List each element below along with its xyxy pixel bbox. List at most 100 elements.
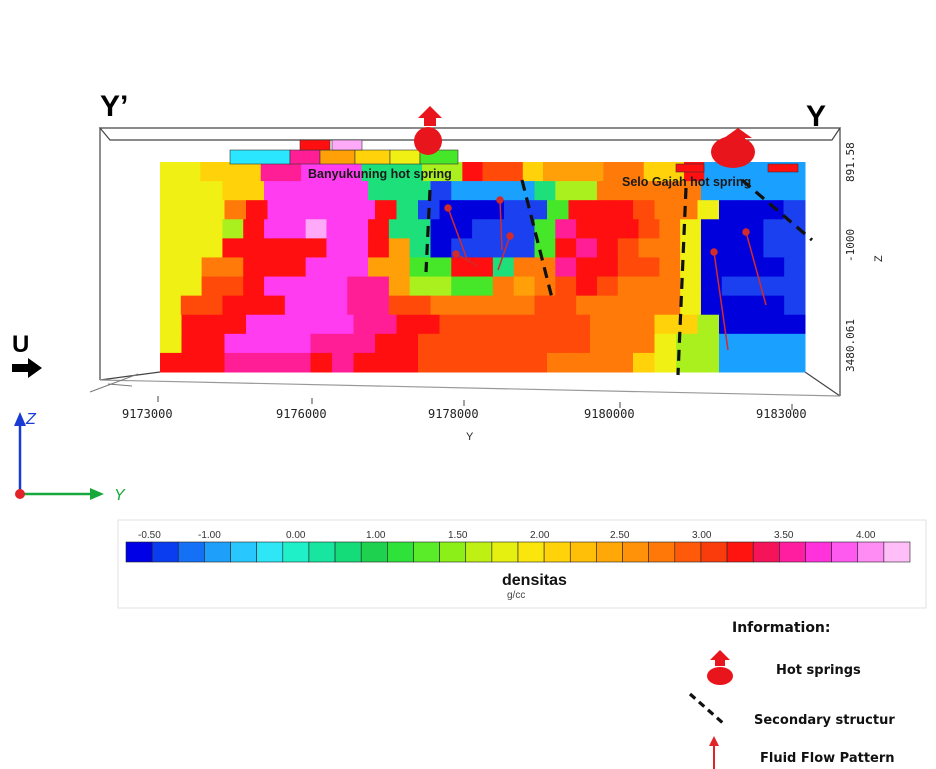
density-cell bbox=[742, 276, 764, 297]
density-cell bbox=[264, 276, 286, 297]
density-cell bbox=[611, 200, 634, 220]
density-cell bbox=[305, 219, 327, 239]
density-cell bbox=[697, 352, 720, 373]
density-cell bbox=[461, 333, 483, 354]
density-cell bbox=[547, 314, 569, 335]
density-cell bbox=[430, 295, 452, 316]
density-cell bbox=[638, 181, 660, 201]
density-cell bbox=[375, 352, 397, 373]
density-cell bbox=[347, 238, 369, 258]
density-cell bbox=[784, 219, 806, 239]
density-cell bbox=[596, 238, 619, 258]
colorbar-swatch bbox=[413, 541, 440, 563]
density-cell bbox=[534, 219, 556, 239]
density-cell bbox=[368, 276, 390, 297]
density-cell bbox=[643, 162, 665, 182]
density-cell bbox=[721, 181, 744, 201]
density-cell bbox=[492, 181, 515, 201]
density-cell bbox=[180, 181, 203, 201]
density-cell bbox=[563, 162, 584, 182]
density-cell bbox=[623, 162, 645, 182]
density-cell bbox=[633, 333, 655, 354]
density-cell bbox=[160, 314, 182, 335]
density-cell bbox=[396, 200, 419, 220]
density-cell bbox=[267, 200, 290, 220]
density-cell bbox=[203, 333, 225, 354]
density-cell bbox=[680, 238, 702, 258]
colorbar-tick: 1.50 bbox=[448, 530, 468, 541]
density-cell bbox=[763, 276, 785, 297]
density-cell bbox=[555, 257, 577, 278]
density-cell bbox=[482, 333, 505, 354]
fluid-flow-arrow bbox=[745, 231, 767, 306]
colorbar-swatch bbox=[360, 541, 388, 563]
density-cell bbox=[243, 257, 265, 278]
density-cell bbox=[680, 295, 702, 316]
density-cell bbox=[332, 333, 354, 354]
spring-label-banyukuning: Banyukuning hot spring bbox=[308, 167, 452, 181]
density-cell bbox=[542, 162, 564, 182]
density-cell bbox=[388, 295, 411, 316]
density-cell bbox=[513, 257, 536, 278]
density-cell bbox=[310, 314, 333, 335]
secondary-structure-lines bbox=[424, 178, 814, 376]
density-voxel-grid bbox=[160, 162, 806, 373]
density-cell bbox=[638, 219, 660, 239]
fluid-flow-arrow bbox=[713, 251, 729, 351]
density-cell bbox=[396, 314, 419, 335]
density-cell bbox=[472, 181, 494, 201]
density-cell bbox=[201, 219, 223, 239]
z-tick-label: 3480.061 bbox=[844, 319, 857, 372]
density-cell bbox=[353, 200, 376, 220]
density-cell bbox=[181, 333, 204, 354]
density-cell bbox=[264, 257, 286, 278]
density-cell bbox=[611, 352, 634, 373]
density-cell bbox=[341, 162, 363, 182]
density-cell bbox=[638, 276, 660, 297]
density-cell bbox=[267, 314, 290, 335]
density-cell bbox=[784, 257, 806, 278]
density-cell bbox=[502, 162, 524, 182]
density-cell bbox=[617, 181, 640, 201]
density-cell bbox=[284, 238, 307, 258]
colorbar-tick: 4.00 bbox=[856, 530, 876, 541]
colorbar-tick: -1.00 bbox=[198, 530, 221, 541]
density-cell bbox=[442, 162, 463, 182]
density-cell bbox=[617, 276, 640, 297]
density-cell bbox=[576, 295, 598, 316]
fault-line bbox=[520, 179, 554, 299]
density-cell bbox=[742, 295, 764, 316]
density-cell bbox=[388, 257, 411, 278]
corner-axis-marker-icon bbox=[89, 373, 139, 393]
density-cell bbox=[264, 295, 286, 316]
density-cell bbox=[222, 257, 244, 278]
density-cell bbox=[482, 314, 505, 335]
density-cell bbox=[654, 314, 677, 335]
density-cell bbox=[326, 295, 348, 316]
density-cell bbox=[659, 295, 681, 316]
density-cell bbox=[525, 314, 548, 335]
colorbar-swatch bbox=[648, 541, 676, 563]
density-cell bbox=[659, 181, 681, 201]
density-cell bbox=[326, 276, 348, 297]
colorbar-tick: 0.00 bbox=[286, 530, 306, 541]
density-cell bbox=[305, 238, 327, 258]
section-end-label: Y bbox=[806, 100, 826, 133]
density-cell bbox=[704, 162, 725, 182]
density-cell bbox=[243, 238, 265, 258]
density-cell bbox=[396, 352, 419, 373]
density-cell bbox=[676, 333, 698, 354]
density-cell bbox=[472, 238, 494, 258]
density-cell bbox=[472, 276, 494, 297]
density-cell bbox=[555, 238, 577, 258]
density-cell bbox=[201, 181, 223, 201]
density-cell bbox=[289, 200, 311, 220]
density-cell bbox=[310, 333, 333, 354]
density-cell bbox=[326, 219, 348, 239]
colorbar-swatch bbox=[151, 541, 179, 563]
colorbar-swatch bbox=[334, 541, 362, 563]
density-cell bbox=[583, 162, 604, 182]
colorbar-swatch bbox=[230, 541, 257, 563]
x-axis-ticks: 9173000 9176000 9178000 9180000 9183000 bbox=[122, 407, 807, 421]
